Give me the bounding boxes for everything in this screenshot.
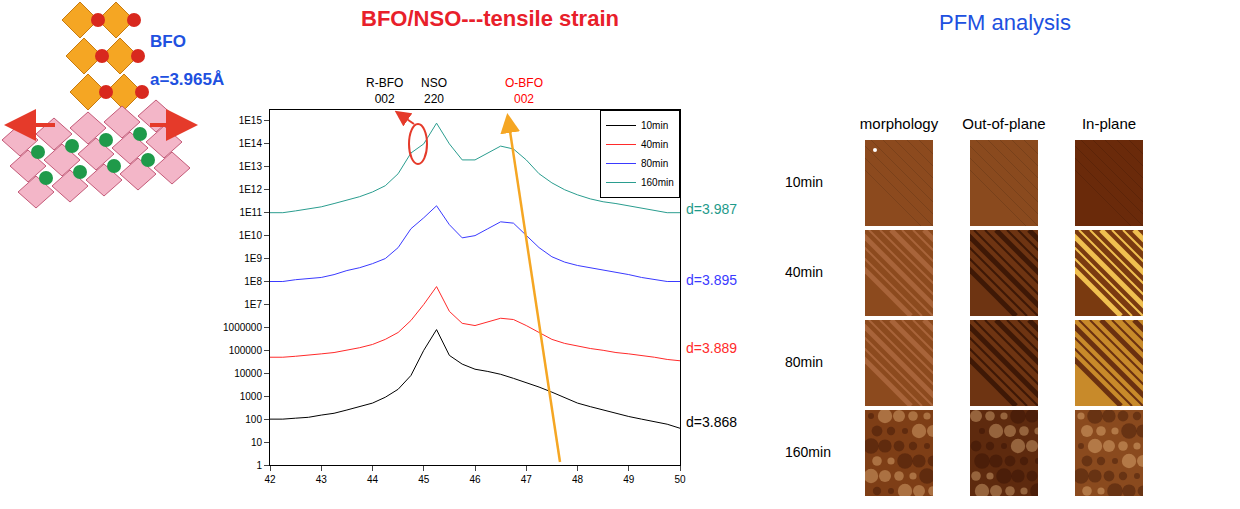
svg-text:50: 50 [674, 474, 686, 485]
html-text:a=3.965Å: a=3.965Å [150, 70, 225, 89]
svg-text:O-BFO002: O-BFO002 [505, 76, 543, 106]
html-text:PFM analysis: PFM analysis [939, 10, 1071, 35]
svg-text:d=3.987: d=3.987 [686, 201, 737, 217]
svg-text:160min: 160min [641, 177, 674, 188]
svg-text:d=3.895: d=3.895 [686, 272, 737, 288]
svg-text:1E7: 1E7 [244, 299, 262, 310]
html-text:10min: 10min [785, 174, 824, 190]
svg-text:49: 49 [623, 474, 635, 485]
svg-text:43: 43 [316, 474, 328, 485]
svg-text:d=3.868: d=3.868 [686, 414, 737, 430]
svg-text:40min: 40min [641, 139, 668, 150]
html-text:Out-of-plane: Out-of-plane [962, 115, 1046, 132]
svg-text:44: 44 [367, 474, 379, 485]
svg-text:10: 10 [251, 437, 263, 448]
svg-text:1: 1 [256, 460, 262, 471]
svg-text:45: 45 [418, 474, 430, 485]
svg-text:1000000: 1000000 [223, 322, 262, 333]
svg-text:1E13: 1E13 [239, 161, 263, 172]
html-text:morphology: morphology [859, 115, 939, 132]
svg-text:1000: 1000 [240, 391, 263, 402]
svg-text:100: 100 [245, 414, 262, 425]
svg-text:R-BFO002: R-BFO002 [366, 76, 403, 106]
html-text:BFO/NSO---tensile strain: BFO/NSO---tensile strain [361, 6, 619, 31]
svg-text:46: 46 [469, 474, 481, 485]
svg-text:10000: 10000 [234, 368, 262, 379]
svg-text:1E9: 1E9 [244, 253, 262, 264]
svg-text:1E12: 1E12 [239, 184, 263, 195]
svg-text:1E10: 1E10 [239, 230, 263, 241]
html-text:80min: 80min [785, 354, 824, 370]
svg-text:1E15: 1E15 [239, 115, 263, 126]
svg-text:48: 48 [572, 474, 584, 485]
svg-text:80min: 80min [641, 158, 668, 169]
svg-text:10min: 10min [641, 120, 668, 131]
html-text:BFO: BFO [150, 32, 186, 51]
svg-text:NSO220: NSO220 [421, 76, 447, 106]
svg-text:1E11: 1E11 [239, 207, 262, 218]
svg-text:1E14: 1E14 [239, 138, 263, 149]
html-text:In-plane: In-plane [1081, 115, 1137, 132]
svg-text:47: 47 [521, 474, 533, 485]
svg-text:1E8: 1E8 [244, 276, 262, 287]
html-text:160min: 160min [785, 444, 831, 460]
svg-text:100000: 100000 [229, 345, 263, 356]
svg-text:d=3.889: d=3.889 [686, 340, 737, 356]
svg-text:42: 42 [264, 474, 276, 485]
html-text:40min: 40min [785, 264, 824, 280]
